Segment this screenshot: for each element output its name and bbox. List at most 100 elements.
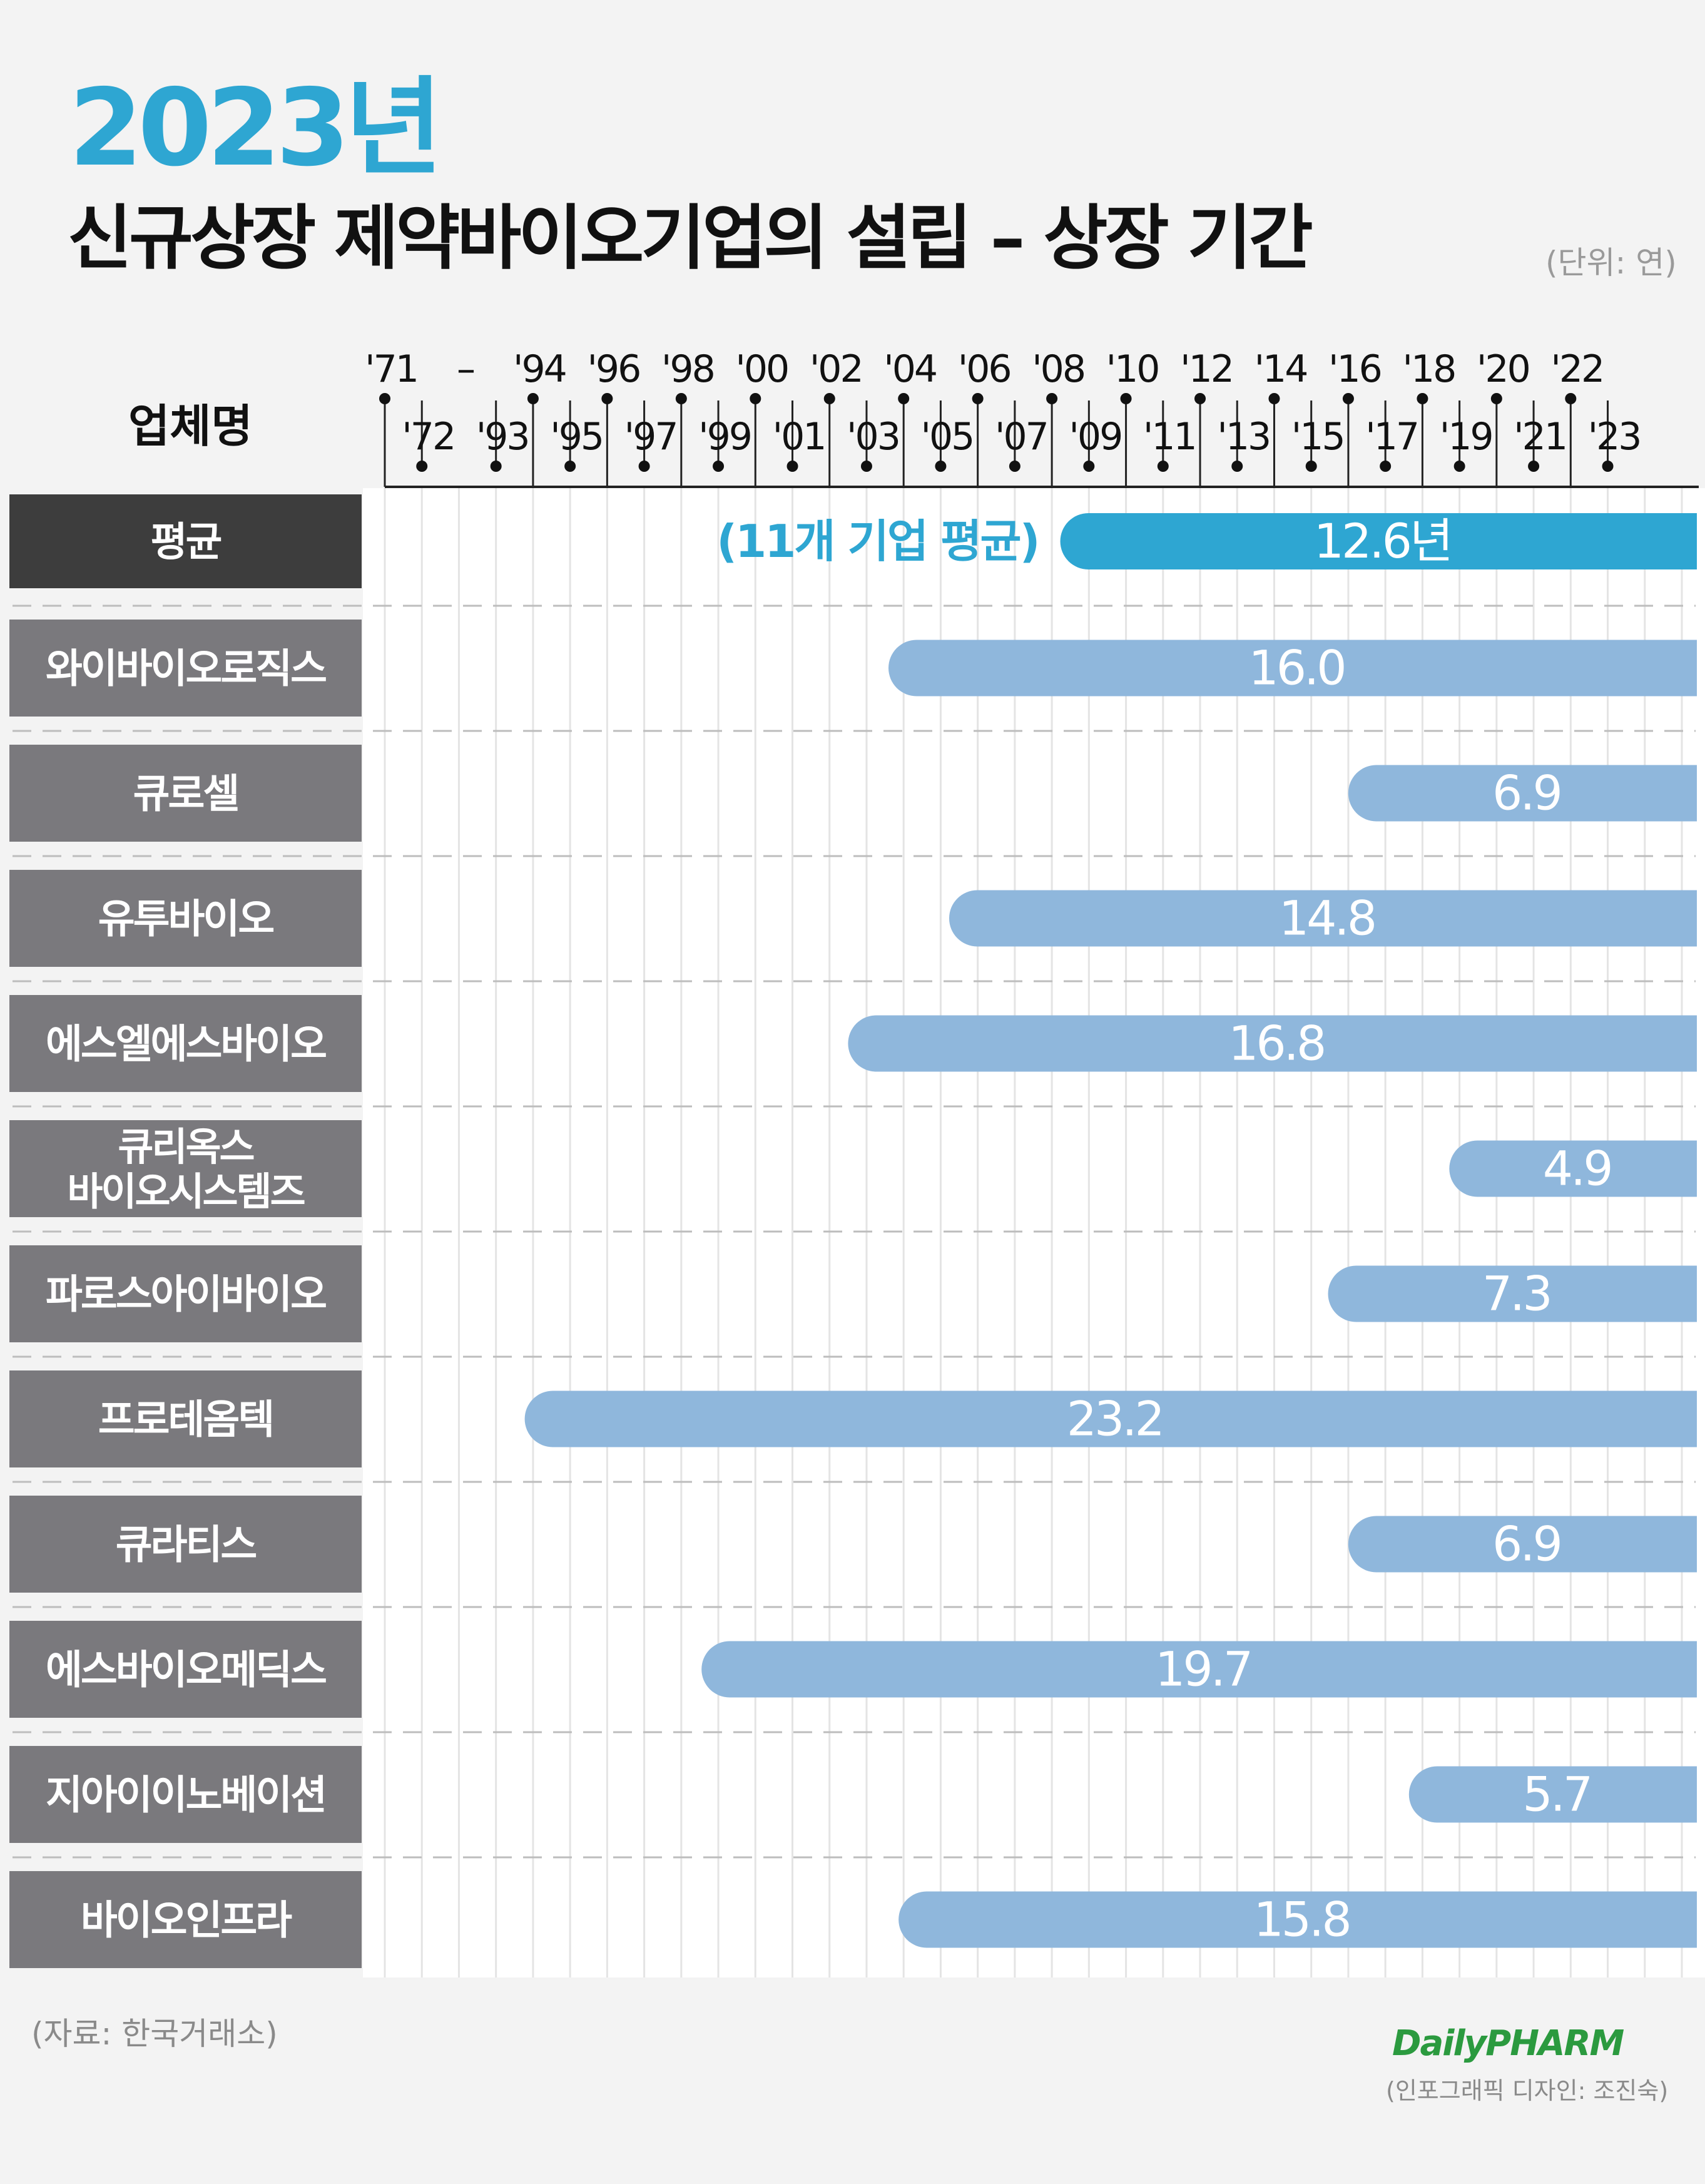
company-bar-value: 14.8 (1279, 890, 1375, 946)
company-2-box (9, 870, 362, 967)
tick-dot (527, 393, 539, 404)
unit-label: (단위: 연) (1545, 245, 1677, 281)
company-bar (701, 1641, 1697, 1698)
tick-label-bottom: '95 (550, 415, 603, 459)
company-10-label: 바이오인프라 (81, 1898, 292, 1944)
company-bar (524, 1391, 1697, 1447)
tick-dot (1602, 461, 1614, 472)
company-bar-value: 16.8 (1228, 1016, 1324, 1071)
tick-dot (1342, 393, 1354, 404)
company-6-box (9, 1370, 362, 1467)
tick-label-bottom: '21 (1514, 415, 1566, 459)
tick-dot (379, 393, 390, 404)
tick-dot (1268, 393, 1280, 404)
tick-label-top: '20 (1477, 347, 1529, 391)
company-bar (1449, 1140, 1697, 1197)
title-year: 2023년 (69, 66, 443, 190)
company-bar-value: 4.9 (1543, 1141, 1611, 1197)
tick-dot (1009, 461, 1020, 472)
tick-label-bottom: '13 (1217, 415, 1270, 459)
plot-background (363, 488, 1705, 1977)
tick-label-bottom: '99 (698, 415, 751, 459)
tick-dot (972, 393, 984, 404)
time-axis: '71– '94 '96 '98 '00 '02 '04 '06 '08 '10 '12 '14 '16… (365, 347, 1699, 488)
company-bar (1328, 1265, 1697, 1322)
company-column-header: 업체명 (128, 400, 253, 452)
company-bar (848, 1015, 1697, 1072)
company-1-label: 큐로셀 (133, 772, 238, 818)
average-box (9, 494, 362, 588)
rows-layer: 평균 12.6년 (11개 기업 평균) 와이바이오로직스 16.0 큐로셀 6.9 유투바이… (9, 494, 1697, 1968)
company-5-box (9, 1245, 362, 1342)
tick-label-bottom: '97 (624, 415, 677, 459)
tick-label-bottom: '93 (476, 415, 529, 459)
tick-label-bottom: '11 (1143, 415, 1196, 459)
tick-dot (1194, 393, 1206, 404)
tick-dot (1417, 393, 1428, 404)
company-bar-value: 7.3 (1482, 1266, 1550, 1322)
company-4-label: 바이오시스템즈 (67, 1168, 304, 1214)
company-7-label: 큐라티스 (116, 1523, 257, 1569)
company-8-label: 에스바이오메딕스 (46, 1648, 326, 1694)
company-bar-value: 6.9 (1492, 765, 1560, 821)
company-5-label: 파로스아이바이오 (46, 1272, 326, 1319)
company-bar (888, 640, 1697, 697)
average-bar (1060, 513, 1697, 569)
tick-dot (601, 393, 613, 404)
tick-dot (750, 393, 761, 404)
tick-label-top: '06 (958, 347, 1010, 391)
tick-label-top: '04 (883, 347, 936, 391)
tick-label-bottom: '23 (1588, 415, 1641, 459)
company-3-box (9, 995, 362, 1092)
tick-label-bottom: '01 (773, 415, 825, 459)
tick-dot (1046, 393, 1058, 404)
company-8-box (9, 1621, 362, 1718)
company-bar (898, 1891, 1697, 1948)
chart-title: 신규상장 제약바이오기업의 설립 – 상장 기간 (68, 198, 1313, 279)
company-9-label: 지아이이노베이션 (46, 1773, 325, 1819)
tick-dot (1083, 461, 1095, 472)
tick-label-top: '16 (1328, 347, 1381, 391)
tick-label-top: '10 (1106, 347, 1159, 391)
tick-dot (1305, 461, 1317, 472)
tick-label-top: '18 (1402, 347, 1455, 391)
tick-dot (675, 393, 687, 404)
tick-label-bottom: '09 (1069, 415, 1121, 459)
dailypharm-logo: DailyPHARM (1392, 2023, 1624, 2064)
tick-label-bottom: '72 (402, 415, 454, 459)
tick-label-top: '08 (1032, 347, 1084, 391)
tick-label-top: '02 (810, 347, 862, 391)
company-bar-value: 23.2 (1067, 1391, 1163, 1447)
tick-dot (898, 393, 910, 404)
tick-dot (713, 461, 725, 472)
average-note: (11개 기업 평균) (716, 515, 1038, 568)
average-label: 평균 (151, 519, 221, 566)
tick-dot (1528, 461, 1540, 472)
tick-label-bottom: '03 (847, 415, 899, 459)
designer-credit: (인포그래픽 디자인: 조진숙) (1386, 2077, 1669, 2105)
company-7-box (9, 1496, 362, 1593)
company-4-box (9, 1120, 362, 1217)
company-bar-value: 6.9 (1492, 1516, 1560, 1572)
average-bar-value: 12.6년 (1314, 513, 1451, 569)
tick-label-bottom: '17 (1365, 415, 1418, 459)
company-10-box (9, 1871, 362, 1968)
tick-label-top: '00 (735, 347, 788, 391)
company-2-label: 유투바이오 (98, 897, 274, 943)
tick-label-top: – (457, 347, 474, 391)
grid-layer (13, 488, 1705, 1977)
tick-label-top: '71 (365, 347, 417, 391)
company-bar-value: 5.7 (1522, 1767, 1590, 1822)
tick-label-top: '12 (1180, 347, 1233, 391)
tick-dot (786, 461, 798, 472)
company-bar (1348, 1516, 1697, 1573)
tick-label-top: '22 (1550, 347, 1603, 391)
tick-dot (935, 461, 947, 472)
tick-label-bottom: '05 (921, 415, 974, 459)
tick-dot (1231, 461, 1243, 472)
company-6-label: 프로테옴텍 (98, 1397, 273, 1444)
tick-dot (1157, 461, 1169, 472)
tick-label-bottom: '07 (995, 415, 1047, 459)
company-3-label: 에스엘에스바이오 (46, 1022, 326, 1068)
tick-dot (416, 461, 428, 472)
